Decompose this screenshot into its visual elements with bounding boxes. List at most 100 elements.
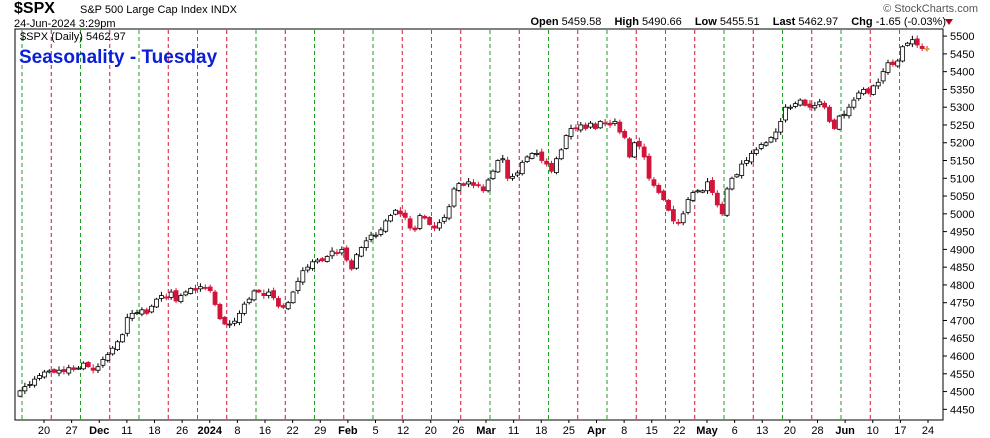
candle-body	[324, 256, 330, 262]
x-tick-label: 10	[867, 425, 879, 437]
candle-body	[276, 298, 281, 307]
candle-body	[251, 290, 257, 301]
y-tick-label: 4450	[950, 404, 974, 416]
y-tick-label: 4500	[950, 387, 974, 399]
candle-body	[758, 144, 764, 149]
candle-body	[100, 359, 106, 366]
candle-body	[602, 122, 608, 125]
y-tick-label: 4600	[950, 351, 974, 363]
candle-body	[568, 128, 574, 137]
x-tick-label: 6	[732, 425, 738, 437]
candle-body	[124, 317, 130, 334]
candle-body	[588, 122, 593, 128]
x-tick-label: 2024	[198, 425, 223, 437]
x-tick-label: May	[696, 425, 718, 437]
candle-body	[232, 320, 237, 324]
candle-body	[680, 213, 686, 224]
candle-body	[436, 222, 442, 229]
x-tick-label: 11	[121, 425, 132, 437]
candle-body	[368, 234, 374, 240]
candle-body	[539, 151, 545, 161]
y-tick-label: 5350	[950, 84, 974, 96]
candle-body	[412, 227, 418, 231]
candle-body	[227, 323, 233, 326]
candle-body	[714, 192, 720, 206]
candle-body	[422, 215, 428, 219]
candle-body	[168, 291, 174, 298]
candle-body	[895, 60, 901, 67]
open-value: 5459.58	[561, 16, 602, 28]
candle-body	[388, 215, 394, 222]
candle-body	[841, 113, 847, 116]
candle-body	[514, 172, 520, 176]
candle-body	[719, 203, 725, 215]
candle-body	[358, 247, 364, 257]
candle-body	[41, 371, 47, 378]
candle-body	[432, 225, 437, 229]
high-label: High	[614, 16, 639, 28]
candle-body	[817, 101, 823, 106]
candle-body	[402, 212, 408, 218]
x-tick-label: 29	[314, 425, 326, 437]
candle-body	[641, 146, 647, 158]
x-tick-label: 22	[287, 425, 299, 437]
candle-body	[349, 260, 354, 270]
brand-link[interactable]: © StockCharts.com	[883, 3, 978, 15]
candle-body	[656, 184, 662, 193]
candle-body	[607, 122, 613, 126]
candle-body	[427, 216, 433, 225]
candle-body	[46, 370, 52, 373]
y-tick-label: 4950	[950, 227, 974, 239]
candle-body	[115, 341, 120, 351]
candle-body	[144, 309, 150, 314]
candle-body	[17, 390, 23, 397]
x-tick-label: 11	[508, 425, 519, 437]
candle-body	[22, 386, 28, 392]
candle-body	[563, 135, 569, 149]
candle-body	[890, 61, 896, 65]
seasonality-vlines	[21, 30, 900, 419]
x-tick-label: 8	[234, 425, 240, 437]
x-tick-label: 27	[66, 425, 78, 437]
candle-body	[919, 46, 925, 49]
instrument-name-text: S&P 500 Large Cap Index	[80, 4, 208, 16]
x-tick-label: 17	[894, 425, 906, 437]
candle-body	[778, 121, 784, 133]
candle-body	[105, 354, 111, 361]
candle-body	[622, 130, 628, 138]
candle-body	[671, 209, 676, 222]
candle-body	[675, 221, 681, 224]
x-axis: 20 27 Dec 11 18 26 2024 8 16 22 29 Feb 5 12 20 26 Mar 11 1…	[38, 420, 934, 437]
candle-body	[339, 248, 345, 254]
candle-body	[729, 177, 735, 190]
candle-body	[661, 190, 667, 201]
candle-body	[417, 215, 423, 229]
x-tick-label: 20	[784, 425, 796, 437]
candle-body	[710, 180, 715, 193]
candle-body	[471, 182, 476, 186]
chg-value: -1.65 (-0.03%)	[875, 16, 946, 28]
candle-body	[880, 71, 886, 82]
candle-body	[173, 290, 179, 302]
candle-body	[553, 158, 559, 174]
chart-datetime: 24-Jun-2024 3:29pm	[14, 18, 116, 30]
candle-body	[149, 305, 155, 313]
candle-body	[792, 103, 798, 107]
y-tick-label: 5200	[950, 138, 974, 150]
exchange-code: INDX	[210, 4, 237, 16]
y-tick-label: 4650	[950, 333, 974, 345]
candle-body	[734, 174, 740, 178]
candle-body	[768, 137, 774, 143]
candle-body	[310, 261, 315, 269]
candle-body	[71, 367, 77, 370]
x-tick-label: 24	[922, 425, 934, 437]
candle-body	[76, 367, 81, 370]
candle-body	[466, 181, 472, 185]
candle-body	[261, 293, 267, 296]
candle-body	[597, 121, 603, 129]
candle-body	[827, 106, 832, 122]
x-tick-label: 12	[397, 425, 409, 437]
candle-body	[305, 266, 311, 271]
candle-body	[558, 149, 564, 160]
